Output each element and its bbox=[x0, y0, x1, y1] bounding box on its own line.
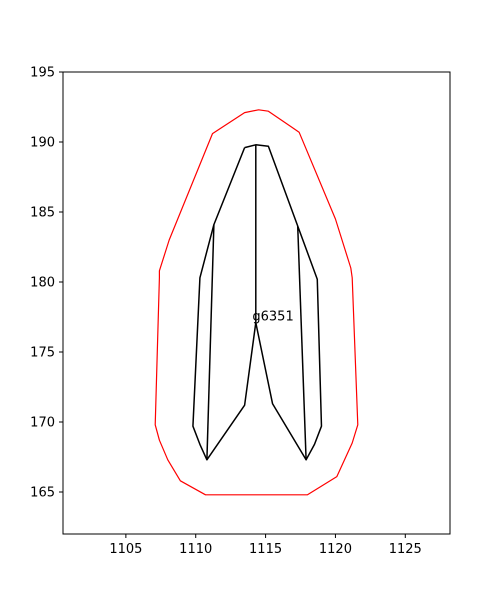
y-tick-label: 180 bbox=[30, 276, 55, 291]
axes-layer: 1105 1110 1115 1120 1125 165 170 175 180 185 190 19… bbox=[30, 66, 450, 558]
y-tick-label: 175 bbox=[30, 346, 55, 361]
y-tick-label: 195 bbox=[30, 66, 55, 81]
annotation-layer: g6351 bbox=[252, 310, 293, 325]
y-tick-label: 190 bbox=[30, 136, 55, 151]
x-tick-label: 1110 bbox=[179, 542, 212, 557]
series-layer bbox=[155, 110, 358, 495]
y-tick-label: 165 bbox=[30, 486, 55, 501]
series-line-4 bbox=[298, 226, 306, 460]
x-tick-label: 1115 bbox=[249, 542, 282, 557]
x-tick-label: 1105 bbox=[109, 542, 142, 557]
x-tick-label: 1125 bbox=[389, 542, 422, 557]
x-tick-label: 1120 bbox=[319, 542, 352, 557]
series-line-3 bbox=[207, 225, 214, 460]
y-tick-label: 185 bbox=[30, 206, 55, 221]
annotation-label-0: g6351 bbox=[252, 310, 293, 325]
y-tick-label: 170 bbox=[30, 416, 55, 431]
